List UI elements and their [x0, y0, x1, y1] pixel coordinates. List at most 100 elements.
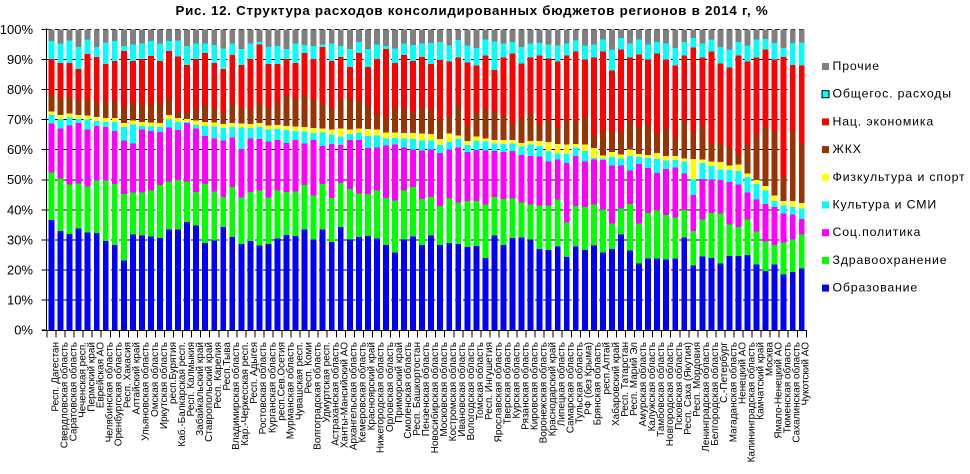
svg-text:Здравоохранение: Здравоохранение: [833, 253, 948, 267]
svg-text:Хабаровский край: Хабаровский край: [610, 342, 622, 426]
svg-text:Красноярский край: Красноярский край: [367, 342, 378, 430]
svg-text:Пермский край: Пермский край: [86, 342, 97, 412]
svg-text:Каб.-Балкарская респ.: Каб.-Балкарская респ.: [176, 342, 188, 447]
svg-text:Калужская область: Калужская область: [646, 342, 658, 431]
svg-text:20%: 20%: [7, 262, 33, 277]
svg-text:Курская область: Курская область: [510, 342, 522, 419]
svg-text:40%: 40%: [7, 202, 33, 217]
svg-text:Амурская область: Амурская область: [637, 342, 649, 426]
svg-text:Прочие: Прочие: [833, 59, 880, 73]
svg-text:Тюменская область: Тюменская область: [782, 342, 794, 433]
svg-text:Нац. экономика: Нац. экономика: [833, 114, 935, 128]
svg-text:Респ. Татарстан: Респ. Татарстан: [620, 342, 631, 417]
svg-text:Респ. Карелия: Респ. Карелия: [213, 342, 224, 409]
svg-text:Камчатский край: Камчатский край: [755, 342, 766, 420]
svg-text:Оренбургская область: Оренбургская область: [113, 342, 125, 446]
svg-text:90%: 90%: [7, 52, 33, 67]
svg-text:60%: 60%: [7, 142, 33, 157]
svg-text:Новгородская область: Новгородская область: [664, 342, 676, 446]
svg-text:респ.Сев.Осетия: респ.Сев.Осетия: [276, 342, 287, 421]
svg-text:Московская область: Московская область: [438, 342, 450, 437]
svg-text:Магаданская область: Магаданская область: [727, 342, 739, 442]
svg-text:Рис. 12. Структура расходов ко: Рис. 12. Структура расходов консолидиров…: [175, 3, 768, 18]
svg-text:Чувашская респ.: Чувашская респ.: [294, 342, 305, 420]
svg-text:Удмуртская респ.: Удмуртская респ.: [322, 342, 333, 423]
svg-text:Ханты-Мансийский АО: Ханты-Мансийский АО: [340, 342, 351, 448]
svg-text:Ульяновская область: Ульяновская область: [140, 342, 152, 441]
svg-text:30%: 30%: [7, 232, 33, 247]
svg-text:Кировская область: Кировская область: [528, 342, 540, 430]
svg-text:70%: 70%: [7, 112, 33, 127]
svg-text:Физкультура и спорт: Физкультура и спорт: [833, 170, 966, 184]
svg-text:Ставропольский край: Ставропольский край: [204, 342, 215, 442]
svg-text:Томская область: Томская область: [474, 342, 486, 420]
svg-text:50%: 50%: [7, 172, 33, 187]
svg-text:Самарская область: Самарская область: [565, 342, 577, 433]
svg-text:Липецкая область: Липецкая область: [556, 342, 568, 426]
svg-text:Брянская область: Брянская область: [592, 342, 604, 425]
svg-text:Алтайский край: Алтайский край: [132, 342, 143, 415]
svg-text:Псковская область: Псковская область: [673, 342, 685, 430]
svg-text:Тверская область: Тверская область: [501, 342, 513, 424]
svg-text:Саратовская область: Саратовская область: [67, 342, 79, 441]
svg-text:Нижегородская область: Нижегородская область: [375, 342, 387, 453]
svg-text:80%: 80%: [7, 82, 33, 97]
svg-text:Респ. Мордовия: Респ. Мордовия: [692, 342, 703, 417]
svg-text:Вологодская область: Вологодская область: [465, 342, 477, 441]
svg-text:Приморский край: Приморский край: [394, 342, 405, 423]
svg-text:Респ. Марий Эл: Респ. Марий Эл: [629, 342, 640, 416]
svg-text:Волгоградская область: Волгоградская область: [311, 342, 323, 450]
svg-text:Краснодарский край: Краснодарский край: [547, 342, 558, 436]
svg-text:Владимирская область: Владимирская область: [230, 342, 242, 450]
svg-text:Респ. Хакасия: Респ. Хакасия: [123, 342, 134, 408]
svg-text:Москва: Москва: [764, 342, 775, 377]
svg-text:Респ. Саха (Якутия): Респ. Саха (Якутия): [683, 342, 694, 435]
svg-text:Воронежская область: Воронежская область: [537, 342, 549, 443]
svg-text:Респ. Калмыкия: Респ. Калмыкия: [186, 342, 197, 416]
svg-text:Ярославская область: Ярославская область: [492, 342, 504, 442]
svg-text:Ленинградская область: Ленинградская область: [700, 342, 712, 452]
svg-text:Смоленская область: Смоленская область: [402, 342, 414, 439]
svg-text:Образование: Образование: [833, 281, 919, 295]
svg-text:Ростовская область: Ростовская область: [257, 342, 269, 434]
svg-text:Ненецкий АО: Ненецкий АО: [737, 342, 748, 404]
svg-text:Курганская область: Курганская область: [266, 342, 278, 433]
svg-text:Ямало-Ненецкий АО: Ямало-Ненецкий АО: [773, 342, 784, 439]
svg-text:Астраханская область: Астраханская область: [330, 342, 342, 446]
svg-text:Мурманская область: Мурманская область: [284, 342, 296, 439]
svg-text:Чукотский АО: Чукотский АО: [801, 342, 812, 406]
svg-text:Кемеровская область: Кемеровская область: [357, 342, 369, 443]
svg-text:Еврейская АО: Еврейская АО: [96, 342, 107, 408]
svg-text:Орловская область: Орловская область: [384, 342, 396, 432]
svg-text:Архангельская область: Архангельская область: [348, 342, 360, 450]
svg-text:Забайкальский край: Забайкальский край: [194, 342, 206, 436]
svg-text:Новосибирская область: Новосибирская область: [429, 342, 441, 453]
svg-text:Культура и СМИ: Культура и СМИ: [833, 198, 938, 212]
svg-text:респ.Алтай: респ.Алтай: [602, 342, 613, 394]
svg-text:Сахалинская область: Сахалинская область: [791, 342, 803, 443]
svg-text:Общегос. расходы: Общегос. расходы: [833, 87, 952, 101]
svg-text:Рязанская область: Рязанская область: [519, 342, 531, 430]
svg-text:Чеченская респ.: Чеченская респ.: [77, 342, 88, 418]
svg-text:Респ. Дагестан: Респ. Дагестан: [50, 342, 61, 412]
svg-text:Иркутская область: Иркутская область: [158, 342, 170, 429]
svg-text:Респ. Ингушетия: Респ. Ингушетия: [484, 342, 495, 420]
svg-text:Кар.-Черкесская респ.: Кар.-Черкесская респ.: [240, 342, 251, 446]
svg-text:РФ (без Крыма): РФ (без Крыма): [583, 342, 595, 415]
svg-text:Тульская область: Тульская область: [574, 342, 586, 424]
svg-text:Тамбовская область: Тамбовская область: [655, 342, 667, 437]
svg-text:Белгородская область: Белгородская область: [709, 342, 721, 446]
svg-text:Респ.Тыва: Респ.Тыва: [222, 342, 233, 391]
svg-text:Калининградская область: Калининградская область: [745, 342, 757, 462]
svg-text:Соц.политика: Соц.политика: [833, 225, 922, 239]
svg-text:Респ. Коми: Респ. Коми: [303, 342, 314, 394]
svg-text:ЖКХ: ЖКХ: [833, 142, 862, 156]
svg-text:Респ. Адыгея: Респ. Адыгея: [249, 342, 260, 404]
svg-text:Челябинская область: Челябинская область: [104, 342, 116, 442]
svg-text:С.-Петербург: С.-Петербург: [718, 342, 730, 403]
svg-text:Пензенская область: Пензенская область: [420, 342, 432, 436]
svg-text:Респ. Башкортостан: Респ. Башкортостан: [412, 342, 423, 436]
svg-text:10%: 10%: [7, 292, 33, 307]
svg-text:респ.Бурятия: респ.Бурятия: [168, 342, 179, 404]
svg-text:Ивановская область: Ивановская область: [456, 342, 468, 437]
